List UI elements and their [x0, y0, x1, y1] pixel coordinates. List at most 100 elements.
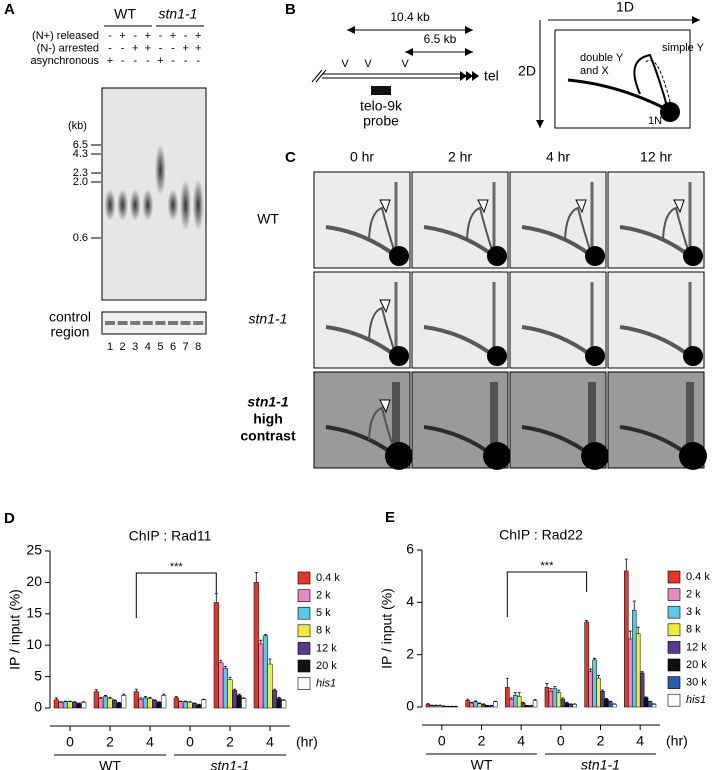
bar	[469, 702, 474, 708]
x-tick-label: 2	[597, 733, 605, 749]
error-bar	[632, 600, 636, 611]
gel-spot	[487, 346, 507, 366]
condition-sign: +	[107, 55, 113, 67]
bar	[116, 702, 122, 709]
bar	[596, 677, 601, 708]
control-band	[193, 321, 204, 325]
bar	[600, 691, 605, 708]
bar	[213, 602, 219, 709]
error-bar	[604, 697, 608, 700]
bar	[62, 701, 68, 709]
bar	[67, 701, 73, 709]
bar	[509, 698, 514, 708]
bar	[98, 698, 104, 709]
legend-label: 0.4 k	[686, 571, 710, 583]
bar	[93, 691, 99, 709]
arc	[567, 78, 669, 112]
condition-sign: +	[119, 30, 125, 42]
y-axis-label: IP / input (%)	[7, 589, 23, 670]
bar	[520, 702, 526, 708]
bar	[643, 697, 649, 708]
error-bar	[569, 703, 573, 705]
probe-label: probe	[363, 113, 399, 129]
bar	[473, 701, 478, 708]
bar	[276, 698, 282, 709]
error-bar	[585, 619, 589, 622]
x-tick-label: 0	[66, 734, 74, 750]
x-tick-label: 4	[266, 734, 274, 750]
bar	[241, 698, 247, 709]
gel-spot	[679, 442, 707, 470]
bar	[437, 705, 443, 708]
bar	[72, 702, 78, 709]
lane-number: 1	[107, 341, 113, 353]
error-bar	[242, 697, 246, 699]
arrowhead	[379, 299, 391, 314]
error-bar	[94, 689, 98, 692]
bar	[161, 695, 167, 709]
legend-label: 3 k	[686, 606, 701, 618]
bar	[624, 570, 629, 708]
arrowhead	[379, 199, 391, 214]
error-bar	[557, 689, 561, 693]
condition-sign: -	[159, 30, 163, 42]
gel-band	[192, 179, 204, 231]
error-bar	[438, 704, 442, 706]
gel-spot	[581, 442, 609, 470]
gel-band	[154, 144, 166, 196]
condition-sign: -	[171, 42, 175, 54]
error-bar	[273, 688, 277, 691]
bar	[584, 621, 589, 708]
condition-sign: -	[184, 30, 188, 42]
bar	[588, 671, 593, 708]
error-bar	[148, 696, 152, 699]
condition-sign: -	[184, 55, 188, 67]
bar	[552, 688, 558, 708]
condition-sign: +	[195, 42, 201, 54]
legend-label: 20 k	[686, 659, 707, 671]
error-bar	[143, 696, 147, 698]
error-bar	[636, 626, 640, 634]
bar	[556, 692, 562, 708]
x-tick-label: 2	[478, 733, 486, 749]
diagram-box	[554, 29, 691, 129]
error-bar	[474, 700, 478, 702]
row-label: high	[253, 411, 283, 427]
x-tick-label: 2	[226, 734, 234, 750]
bar	[524, 705, 530, 708]
error-bar	[254, 571, 258, 583]
error-bar	[600, 689, 604, 692]
spot-label: 1N	[648, 115, 662, 127]
legend-label: 8 k	[316, 625, 331, 637]
bar	[262, 635, 268, 709]
legend-label: his1	[686, 694, 706, 706]
y-tick-label: 0	[406, 698, 414, 714]
legend-label: 12 k	[686, 641, 707, 653]
chart-title: ChIP : Rad11	[129, 528, 212, 544]
site-mark: V	[364, 58, 372, 70]
bar	[138, 698, 144, 709]
bar	[433, 705, 439, 708]
size-label: 4.3	[73, 148, 88, 160]
arrowhead	[673, 199, 685, 214]
bar	[505, 687, 510, 708]
time-label: 0 hr	[350, 149, 374, 165]
lane-number: 6	[170, 341, 176, 353]
error-bar	[648, 700, 652, 702]
y-tick-label: 2	[406, 645, 414, 661]
bar	[631, 609, 637, 708]
control-label: region	[51, 324, 90, 340]
bar	[568, 704, 573, 708]
x-tick-label: 4	[517, 733, 525, 749]
error-bar	[162, 693, 166, 696]
bar	[548, 691, 554, 708]
panel-letter: A	[4, 1, 15, 18]
legend-swatch	[667, 676, 681, 689]
strain-label: stn1-1	[159, 6, 198, 22]
error-bar	[108, 696, 112, 699]
gel-y-arc	[368, 306, 397, 357]
x-tick-label: 4	[146, 734, 154, 750]
gel-band	[104, 189, 116, 221]
error-bar	[533, 699, 537, 701]
bar	[253, 582, 259, 709]
